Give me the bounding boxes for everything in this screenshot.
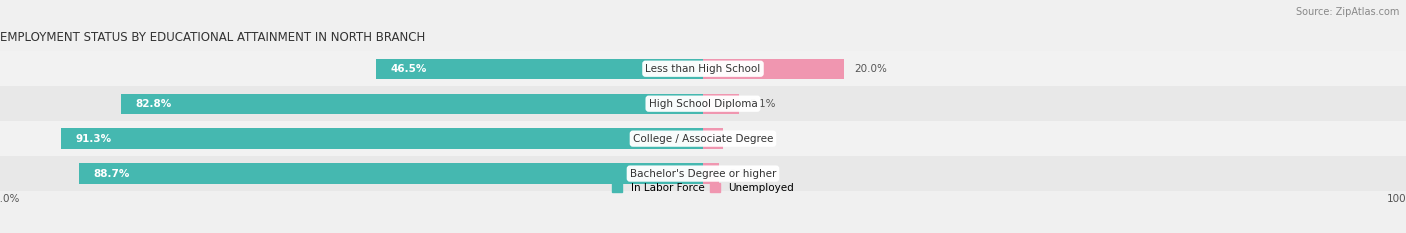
Text: 2.3%: 2.3% [730, 169, 756, 178]
Text: EMPLOYMENT STATUS BY EDUCATIONAL ATTAINMENT IN NORTH BRANCH: EMPLOYMENT STATUS BY EDUCATIONAL ATTAINM… [0, 31, 425, 44]
Bar [375, 59, 703, 79]
Text: 82.8%: 82.8% [135, 99, 172, 109]
Bar [0, 156, 1406, 191]
Text: 91.3%: 91.3% [76, 134, 111, 144]
Text: High School Diploma: High School Diploma [648, 99, 758, 109]
Bar [703, 59, 844, 79]
Text: College / Associate Degree: College / Associate Degree [633, 134, 773, 144]
Text: 46.5%: 46.5% [389, 64, 426, 74]
Bar [121, 93, 703, 114]
Legend: In Labor Force, Unemployed: In Labor Force, Unemployed [607, 179, 799, 197]
Bar [0, 86, 1406, 121]
Bar [60, 129, 703, 149]
Text: 20.0%: 20.0% [855, 64, 887, 74]
Bar [703, 93, 740, 114]
Bar [703, 164, 720, 184]
Text: Less than High School: Less than High School [645, 64, 761, 74]
Bar [703, 129, 723, 149]
Bar [0, 51, 1406, 86]
Text: Source: ZipAtlas.com: Source: ZipAtlas.com [1295, 7, 1399, 17]
Text: 5.1%: 5.1% [749, 99, 776, 109]
Bar [79, 164, 703, 184]
Text: 2.9%: 2.9% [734, 134, 761, 144]
Bar [0, 121, 1406, 156]
Text: 88.7%: 88.7% [93, 169, 129, 178]
Text: Bachelor's Degree or higher: Bachelor's Degree or higher [630, 169, 776, 178]
